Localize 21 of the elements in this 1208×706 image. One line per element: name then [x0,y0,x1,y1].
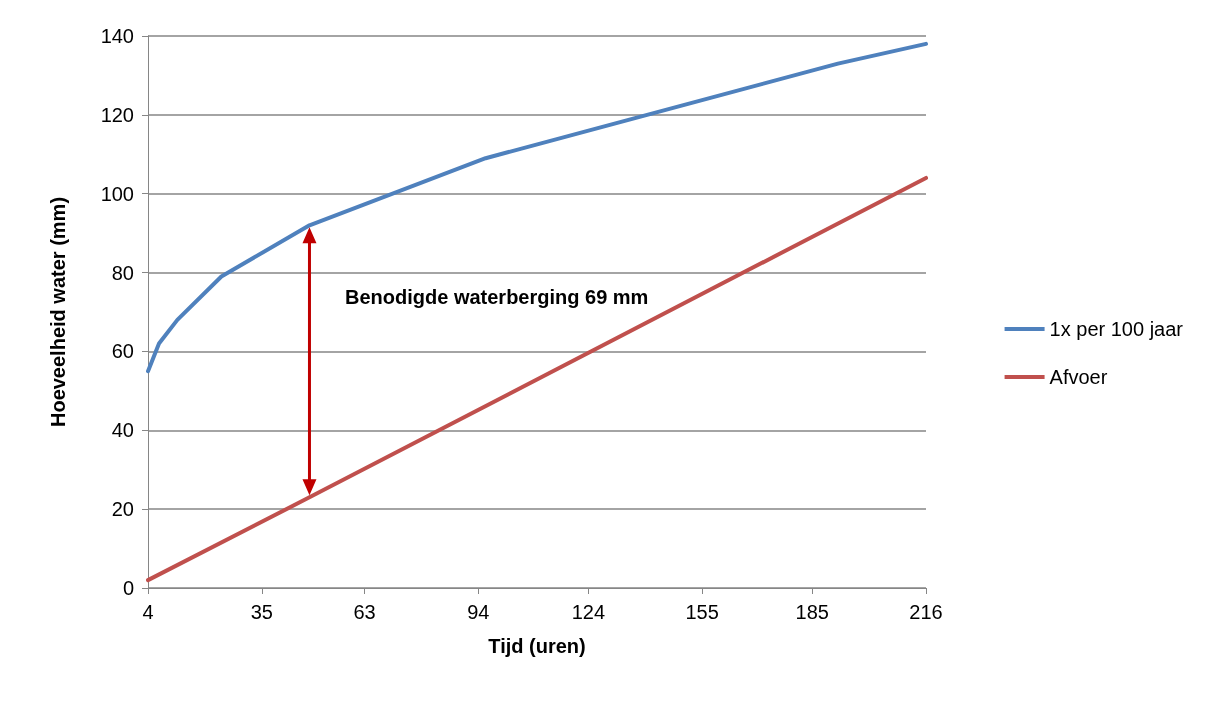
annotation: Benodigde waterberging 69 mm [345,286,649,308]
x-tick-label: 94 [467,601,490,623]
x-tick-label: 35 [250,601,273,623]
y-tick-label: 100 [100,182,134,205]
x-tick-label: 4 [142,601,154,623]
y-tick-label: 20 [111,498,134,521]
x-tick-label: 216 [909,601,943,623]
x-tick-label: 124 [571,601,606,623]
x-axis-title: Tijd (uren) [488,635,586,657]
y-tick-label: 120 [100,103,134,126]
y-tick-label: 140 [100,25,134,47]
y-tick-label: 60 [111,340,134,363]
x-tick-label: 185 [795,601,829,623]
x-tick-label: 63 [353,601,376,623]
y-tick-label: 0 [122,577,134,599]
y-tick-label: 80 [111,261,134,284]
y-tick-label: 40 [111,419,134,442]
y-axis-title: Hoeveelheid water (mm) [47,196,69,428]
x-tick-label: 155 [685,601,719,623]
legend-label: 1x per 100 jaar [1049,318,1184,340]
legend-label: Afvoer [1049,366,1108,388]
